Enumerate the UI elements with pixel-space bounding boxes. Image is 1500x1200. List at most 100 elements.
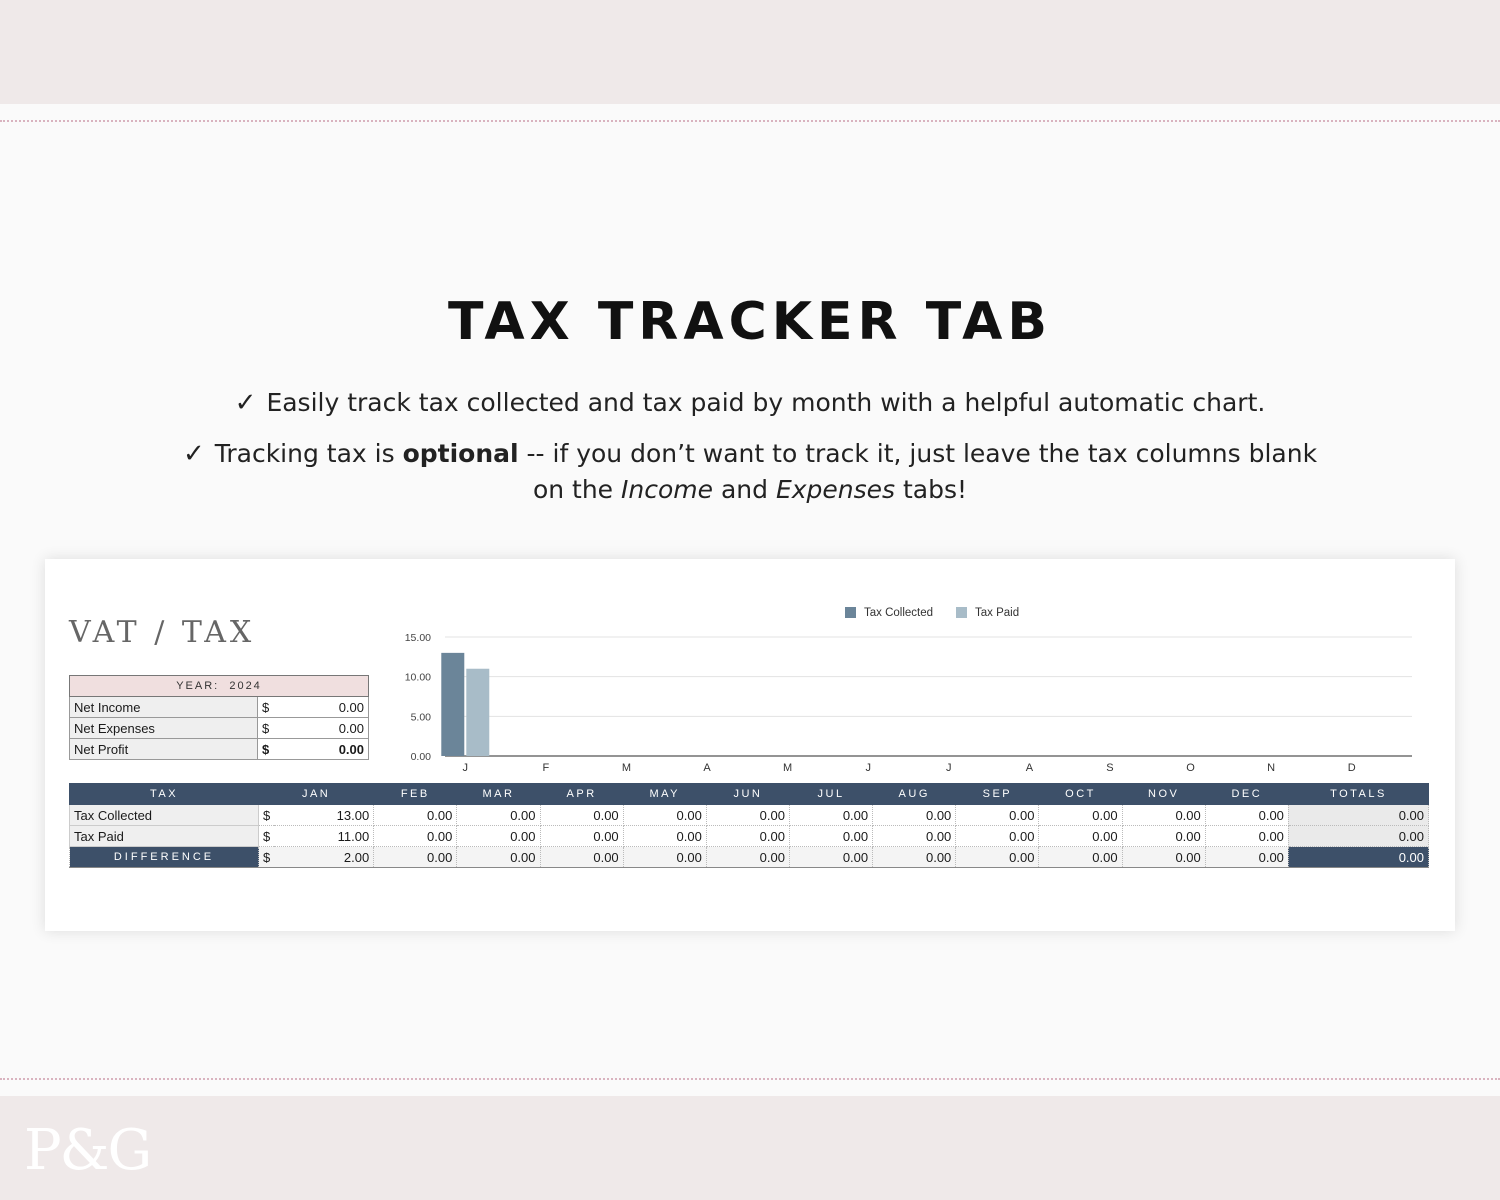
column-header[interactable]: MAR — [456, 783, 541, 805]
checkmark-icon: ✓ — [182, 439, 205, 469]
month-cell[interactable]: 0.00 — [955, 825, 1040, 847]
currency-symbol[interactable]: $ — [258, 846, 275, 868]
summary-label[interactable]: Net Profit — [69, 738, 258, 760]
x-tick-label: M — [783, 762, 792, 774]
bullet-text-part: Tracking tax is — [214, 439, 403, 468]
x-tick-label: J — [865, 762, 871, 774]
column-header[interactable]: NOV — [1121, 783, 1206, 805]
month-cell[interactable]: 0.00 — [373, 846, 458, 868]
month-cell[interactable]: 0.00 — [1121, 825, 1206, 847]
currency-symbol[interactable]: $ — [257, 738, 278, 760]
row-label[interactable]: Tax Collected — [69, 804, 259, 826]
summary-value[interactable]: 0.00 — [277, 717, 369, 739]
summary-value[interactable]: 0.00 — [277, 696, 369, 718]
checkmark-icon: ✓ — [234, 388, 257, 418]
row-label[interactable]: DIFFERENCE — [69, 846, 259, 868]
column-header[interactable]: TAX — [69, 783, 259, 805]
month-cell[interactable]: 0.00 — [1121, 846, 1206, 868]
column-header[interactable]: JAN — [257, 783, 375, 805]
month-cell[interactable]: 0.00 — [1038, 825, 1123, 847]
bullet-italic-income: Income — [621, 475, 713, 504]
month-cell[interactable]: 0.00 — [539, 825, 624, 847]
month-cell[interactable]: 0.00 — [1204, 846, 1289, 868]
legend-swatch — [845, 607, 856, 618]
month-cell[interactable]: 2.00 — [274, 846, 375, 868]
month-cell[interactable]: 0.00 — [872, 804, 957, 826]
page-headline: TAX TRACKER TAB — [447, 292, 1053, 352]
currency-symbol[interactable]: $ — [258, 825, 275, 847]
month-cell[interactable]: 0.00 — [955, 846, 1040, 868]
x-tick-label: S — [1106, 762, 1113, 774]
month-cell[interactable]: 0.00 — [539, 846, 624, 868]
total-cell[interactable]: 0.00 — [1287, 846, 1430, 868]
summary-value[interactable]: 0.00 — [277, 738, 369, 760]
month-cell[interactable]: 11.00 — [274, 825, 375, 847]
table-row: Tax Collected $13.00 0.00 0.00 0.00 0.00 0.00 0… — [69, 804, 1430, 826]
month-cell[interactable]: 0.00 — [622, 825, 707, 847]
month-cell[interactable]: 0.00 — [705, 804, 790, 826]
column-header[interactable]: TOTALS — [1287, 783, 1430, 805]
column-header[interactable]: JUN — [705, 783, 790, 805]
summary-row-net-profit: Net Profit $ 0.00 — [69, 738, 369, 760]
summary-row-net-expenses: Net Expenses $ 0.00 — [69, 717, 369, 739]
month-cell[interactable]: 0.00 — [788, 804, 874, 826]
column-header[interactable]: APR — [539, 783, 624, 805]
summary-row-net-income: Net Income $ 0.00 — [69, 696, 369, 718]
bullet-bold-optional: optional — [402, 439, 519, 468]
currency-symbol[interactable]: $ — [257, 696, 278, 718]
month-cell[interactable]: 0.00 — [539, 804, 624, 826]
dotted-divider-bottom — [0, 1078, 1500, 1080]
summary-label[interactable]: Net Expenses — [69, 717, 258, 739]
month-cell[interactable]: 0.00 — [373, 804, 458, 826]
column-header[interactable]: DEC — [1204, 783, 1289, 805]
month-cell[interactable]: 0.00 — [872, 846, 957, 868]
column-header[interactable]: OCT — [1038, 783, 1123, 805]
column-header[interactable]: SEP — [955, 783, 1040, 805]
month-cell[interactable]: 0.00 — [1038, 804, 1123, 826]
table-row: Tax Paid $11.00 0.00 0.00 0.00 0.00 0.00 0.00 0.… — [69, 825, 1430, 847]
month-cell[interactable]: 0.00 — [1121, 804, 1206, 826]
month-cell[interactable]: 0.00 — [1038, 846, 1123, 868]
month-cell[interactable]: 0.00 — [1204, 825, 1289, 847]
feature-bullet-optional: ✓ Tracking tax is optional -- if you don’… — [0, 436, 1500, 507]
summary-label[interactable]: Net Income — [69, 696, 258, 718]
bottom-band — [0, 1096, 1500, 1200]
year-header-cell[interactable]: YEAR: 2024 — [69, 675, 369, 697]
month-cell[interactable]: 0.00 — [622, 804, 707, 826]
month-cell[interactable]: 0.00 — [373, 825, 458, 847]
total-cell[interactable]: 0.00 — [1287, 825, 1430, 847]
table-header-row: TAX JAN FEB MAR APR MAY JUN JUL AUG SEP OCT NOV DEC T… — [69, 783, 1430, 805]
month-cell[interactable]: 0.00 — [872, 825, 957, 847]
x-tick-label: J — [946, 762, 952, 774]
y-tick-label: 5.00 — [411, 711, 432, 723]
month-cell[interactable]: 0.00 — [622, 846, 707, 868]
month-cell[interactable]: 0.00 — [705, 825, 790, 847]
bullet-text-part: and — [713, 475, 776, 504]
month-cell[interactable]: 0.00 — [1204, 804, 1289, 826]
column-header[interactable]: AUG — [872, 783, 957, 805]
y-tick-label: 10.00 — [405, 672, 431, 684]
bullet-text-part: on the — [532, 475, 621, 504]
month-cell[interactable]: 0.00 — [705, 846, 790, 868]
column-header[interactable]: JUL — [788, 783, 874, 805]
bullet-text-part: -- if you don’t want to track it, just l… — [518, 439, 1318, 468]
month-cell[interactable]: 0.00 — [456, 804, 541, 826]
feature-bullet-chart: ✓ Easily track tax collected and tax paid… — [0, 385, 1500, 421]
month-cell[interactable]: 0.00 — [788, 846, 874, 868]
column-header[interactable]: FEB — [373, 783, 458, 805]
month-cell[interactable]: 0.00 — [456, 846, 541, 868]
month-cell[interactable]: 0.00 — [788, 825, 874, 847]
x-tick-label: J — [463, 762, 469, 774]
month-cell[interactable]: 13.00 — [274, 804, 375, 826]
column-header[interactable]: MAY — [622, 783, 707, 805]
x-tick-label: N — [1267, 762, 1275, 774]
y-tick-label: 15.00 — [405, 632, 431, 644]
month-cell[interactable]: 0.00 — [456, 825, 541, 847]
currency-symbol[interactable]: $ — [257, 717, 278, 739]
month-cell[interactable]: 0.00 — [955, 804, 1040, 826]
row-label[interactable]: Tax Paid — [69, 825, 259, 847]
total-cell[interactable]: 0.00 — [1287, 804, 1430, 826]
currency-symbol[interactable]: $ — [258, 804, 275, 826]
bullet-italic-expenses: Expenses — [775, 475, 896, 504]
bullet-text-chart: Easily track tax collected and tax paid … — [266, 388, 1266, 417]
